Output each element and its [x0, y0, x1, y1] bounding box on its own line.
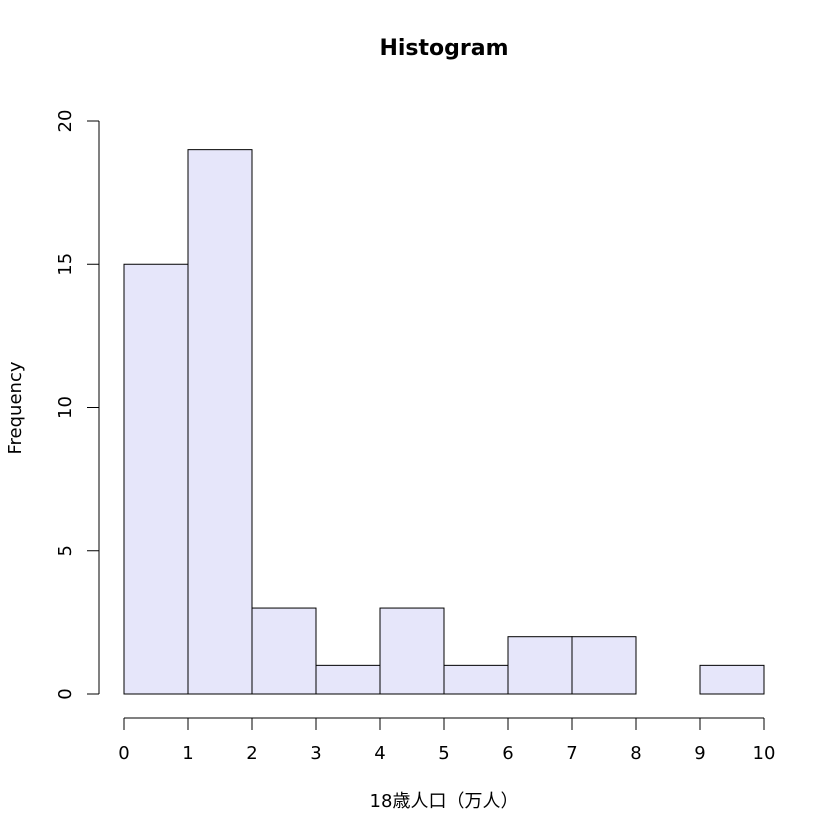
x-tick-label: 6: [502, 743, 513, 764]
x-tick-label: 1: [182, 743, 193, 764]
bar: [379, 607, 445, 695]
x-tick-label: 2: [246, 743, 257, 764]
bar: [123, 263, 189, 695]
x-tick-label: 0: [118, 743, 129, 764]
y-tick-label: 20: [55, 110, 76, 133]
bar: [571, 636, 637, 695]
bar: [699, 664, 765, 695]
x-axis-label: 18歳人口（万人）: [370, 791, 519, 812]
x-tick-label: 8: [630, 743, 641, 764]
x-tick-label: 5: [438, 743, 449, 764]
y-tick-label: 0: [55, 688, 76, 699]
chart-title: Histogram: [379, 36, 508, 61]
bar: [443, 664, 509, 695]
x-tick-label: 7: [566, 743, 577, 764]
bar: [507, 636, 573, 695]
y-tick-label: 15: [55, 253, 76, 276]
y-axis-label: Frequency: [5, 361, 26, 454]
bar: [187, 149, 253, 695]
y-tick-label: 10: [55, 396, 76, 419]
y-tick-label: 5: [55, 545, 76, 556]
bar: [251, 607, 317, 695]
x-tick-label: 10: [753, 743, 776, 764]
x-tick-label: 3: [310, 743, 321, 764]
x-tick-label: 9: [694, 743, 705, 764]
x-tick-label: 4: [374, 743, 385, 764]
bar: [315, 664, 381, 695]
